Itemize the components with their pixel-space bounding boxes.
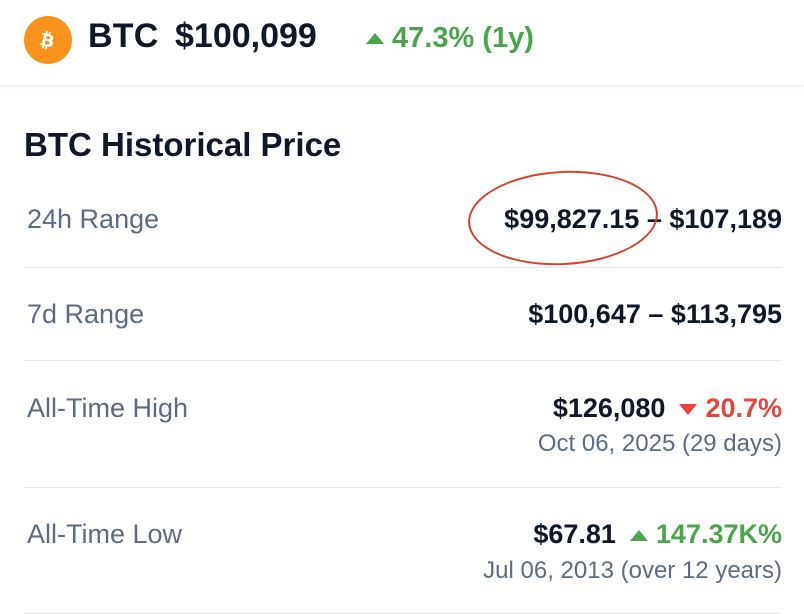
stat-row-all-time-high: All-Time High $126,080 20.7% Oct 06, 2025… (24, 361, 782, 488)
range-low-value: $99,827.15 (504, 204, 640, 234)
stat-label: All-Time High (27, 393, 189, 423)
triangle-down-icon (679, 404, 698, 416)
price-change-value: 47.3% (1y) (392, 22, 534, 54)
ath-value: $126,080 (552, 393, 666, 423)
stat-row-all-time-low: All-Time Low $67.81 147.37K% Jul 06, 2013… (24, 488, 782, 614)
stat-value: $67.81 147.37K% (533, 519, 782, 550)
atl-date: Jul 06, 2013 (over 12 years) (483, 557, 782, 584)
stat-label: All-Time Low (27, 519, 183, 549)
section-title: BTC Historical Price (24, 126, 342, 163)
triangle-up-icon (366, 33, 384, 44)
price-change-1y: 47.3% (1y) (366, 22, 534, 55)
atl-value: $67.81 (533, 519, 616, 549)
stat-value: $99,827.15 – $107,189 (504, 204, 782, 235)
bitcoin-icon (24, 16, 72, 64)
coin-header: BTC $100,099 47.3% (1y) (0, 0, 804, 86)
ath-date: Oct 06, 2025 (29 days) (537, 430, 782, 457)
range-high-value: $107,189 (669, 204, 782, 234)
triangle-up-icon (629, 530, 648, 542)
stat-row-24h-range: 24h Range $99,827.15 – $107,189 (24, 178, 782, 268)
ath-change: 20.7% (705, 393, 782, 423)
stat-value: $126,080 20.7% (553, 393, 782, 424)
atl-change: 147.37K% (655, 519, 782, 549)
stat-value: $100,647 – $113,795 (528, 299, 782, 329)
coin-symbol: BTC (88, 17, 159, 55)
coin-price: $100,099 (175, 17, 317, 55)
stat-label: 7d Range (27, 299, 145, 329)
stat-label: 24h Range (27, 204, 160, 234)
range-separator: – (646, 204, 662, 234)
stat-row-7d-range: 7d Range $100,647 – $113,795 (24, 268, 782, 361)
